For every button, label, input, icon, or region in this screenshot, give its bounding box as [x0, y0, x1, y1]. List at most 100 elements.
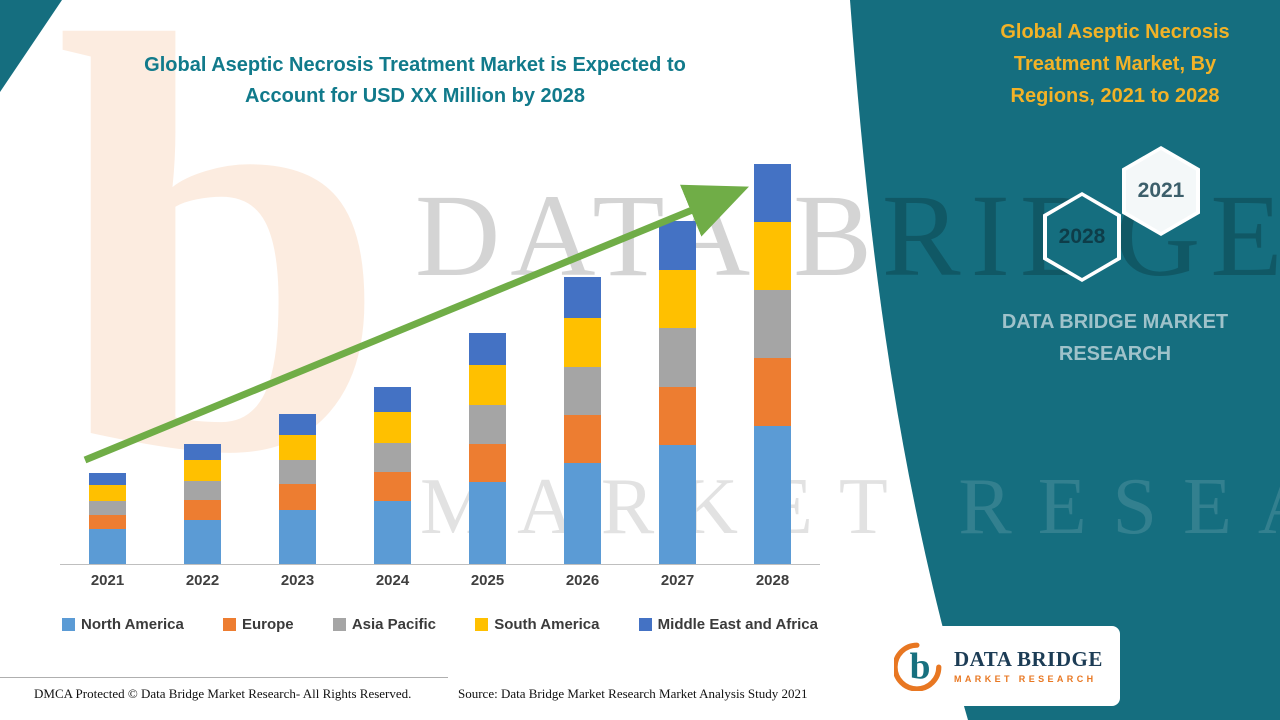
bar-segment	[754, 289, 791, 358]
legend-item-south-america: South America	[475, 616, 600, 633]
bar-segment	[184, 443, 221, 461]
panel-heading-line3: Regions, 2021 to 2028	[1010, 85, 1220, 107]
stacked-bar-2024	[374, 387, 411, 564]
bar-segment	[374, 471, 411, 502]
bar-segment	[659, 220, 696, 270]
bar-segment	[469, 404, 506, 444]
logo-subtitle: MARKET RESEARCH	[954, 674, 1097, 685]
bar-column	[60, 472, 155, 564]
stacked-bar-2022	[184, 443, 221, 564]
bar-column	[155, 443, 250, 564]
bar-column	[250, 414, 345, 564]
legend-swatch	[475, 618, 489, 631]
x-axis-label: 2022	[185, 572, 220, 589]
company-logo-card: b DATA BRIDGE MARKET RESEARCH	[880, 626, 1120, 706]
legend-item-middle-east-and-africa: Middle East and Africa	[638, 616, 818, 633]
logo-title: DATA BRIDGE	[954, 646, 1103, 671]
bar-column	[345, 387, 440, 564]
stacked-bar-chart	[60, 150, 820, 565]
stacked-bar-2025	[469, 332, 506, 564]
bar-segment	[279, 414, 316, 436]
bar-segment	[374, 387, 411, 413]
logo-letter: b	[910, 647, 931, 688]
page-title-line2: Account for USD XX Million by 2028	[244, 85, 586, 107]
bar-segment	[374, 442, 411, 472]
bar-segment	[469, 332, 506, 366]
bar-column	[725, 164, 820, 564]
bar-segment	[659, 269, 696, 329]
legend-item-north-america: North America	[62, 616, 184, 633]
corner-triangle-decoration	[0, 0, 62, 92]
legend-label: South America	[494, 616, 600, 633]
bar-segment	[89, 514, 126, 530]
bar-column	[535, 277, 630, 564]
legend-label: North America	[81, 616, 184, 633]
chart-legend: North America Europe Asia Pacific South Ame…	[62, 616, 818, 633]
bar-column	[440, 332, 535, 564]
logo-text-block: DATA BRIDGE MARKET RESEARCH	[954, 646, 1103, 685]
legend-label: Europe	[241, 616, 294, 633]
x-axis-labels: 2021 2022 2023 2024 2025 2026 2027 2028	[60, 572, 820, 589]
bar-segment	[754, 357, 791, 426]
bar-segment	[184, 460, 221, 482]
panel-brand-line2: RESEARCH	[1058, 343, 1172, 365]
legend-swatch	[638, 618, 652, 631]
bar-segment	[659, 387, 696, 445]
bar-segment	[374, 412, 411, 443]
panel-brand-text: DATA BRIDGE MARKET RESEARCH	[950, 306, 1280, 370]
right-info-panel: DATA BRIDGE MARKET RESEARCH Global Asept…	[840, 0, 1280, 720]
bar-segment	[564, 463, 601, 564]
panel-heading-line2: Treatment Market, By	[1013, 53, 1217, 75]
legend-swatch	[222, 618, 236, 631]
legend-label: Asia Pacific	[351, 616, 437, 633]
source-note: Source: Data Bridge Market Research Mark…	[458, 686, 808, 701]
legend-swatch	[62, 618, 75, 631]
bar-segment	[659, 444, 696, 564]
stacked-bar-2021	[89, 472, 126, 564]
page-title: Global Aseptic Necrosis Treatment Market…	[90, 50, 740, 112]
stacked-bar-2028	[754, 164, 791, 564]
bar-segment	[564, 415, 601, 464]
bar-segment	[564, 277, 601, 318]
bar-segment	[754, 425, 791, 564]
x-axis-label: 2023	[280, 572, 315, 589]
bar-segment	[659, 328, 696, 388]
bar-column	[630, 220, 725, 564]
bar-segment	[184, 520, 221, 564]
stacked-bar-2026	[564, 277, 601, 564]
panel-heading: Global Aseptic Necrosis Treatment Market…	[960, 16, 1270, 112]
bar-segment	[279, 484, 316, 510]
bar-segment	[279, 435, 316, 461]
footer-divider	[0, 677, 448, 678]
bar-segment	[469, 443, 506, 483]
bar-segment	[89, 485, 126, 502]
bar-segment	[469, 365, 506, 405]
dmca-notice: DMCA Protected © Data Bridge Market Rese…	[34, 686, 412, 701]
x-axis-label: 2028	[755, 572, 790, 589]
x-axis-label: 2025	[470, 572, 505, 589]
bar-segment	[89, 472, 126, 486]
data-bridge-logo-icon: b	[894, 642, 942, 691]
bar-segment	[469, 482, 506, 564]
bar-segment	[279, 460, 316, 485]
bar-segment	[279, 509, 316, 564]
page-title-line1: Global Aseptic Necrosis Treatment Market…	[144, 54, 686, 76]
x-axis-label: 2021	[90, 572, 125, 589]
hexagon-2021-label: 2021	[1126, 150, 1196, 232]
chart-plot	[60, 149, 820, 565]
x-axis-label: 2027	[660, 572, 695, 589]
bar-segment	[374, 501, 411, 564]
bar-segment	[754, 221, 791, 290]
panel-heading-line1: Global Aseptic Necrosis	[1000, 21, 1230, 43]
legend-item-asia-pacific: Asia Pacific	[332, 616, 437, 633]
hexagon-2028: 2028	[1043, 192, 1121, 282]
bar-segment	[564, 367, 601, 416]
stacked-bar-2027	[659, 220, 696, 564]
bar-segment	[184, 500, 221, 521]
stacked-bar-2023	[279, 414, 316, 564]
hexagon-2028-label: 2028	[1047, 196, 1117, 278]
bar-segment	[89, 529, 126, 564]
x-axis-label: 2026	[565, 572, 600, 589]
bar-segment	[564, 317, 601, 368]
bar-segment	[184, 481, 221, 501]
